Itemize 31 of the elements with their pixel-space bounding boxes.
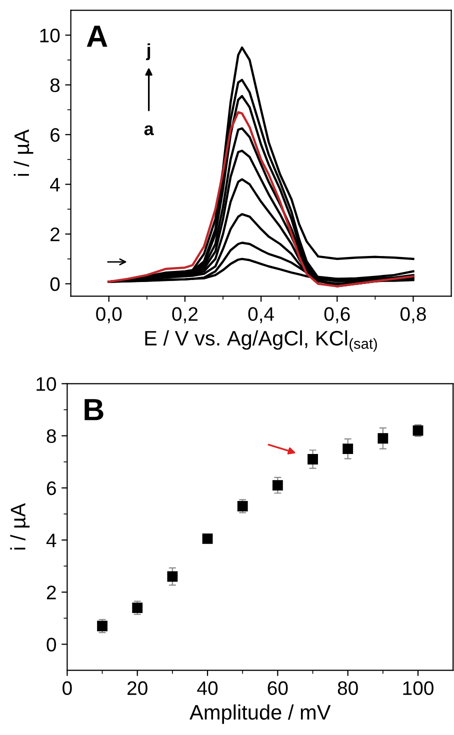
x-tick-label: 40 [197, 681, 218, 696]
y-tick-label: 0 [50, 277, 60, 292]
x-tick-label: 20 [128, 681, 148, 696]
annotation: A [86, 26, 108, 47]
x-tick-label: 0,6 [324, 307, 350, 324]
y-tick-label: 2 [46, 586, 56, 600]
y-tick-label: 6 [46, 481, 56, 496]
annotation: B [84, 399, 104, 420]
y-tick-label: 4 [46, 534, 56, 548]
annotation: a [144, 125, 154, 136]
y-axis-title: i / µA [10, 503, 30, 550]
y-axis-title: i / µA [14, 129, 34, 176]
y-tick-label: 6 [50, 128, 60, 142]
x-tick-label: 0,8 [400, 307, 426, 324]
x-tick-label: 0,2 [172, 307, 198, 324]
x-tick-label: 0,4 [248, 307, 274, 324]
x-axis-title: E / V vs. Ag/AgCl, KCl$_{(sat)}$ [145, 330, 377, 352]
x-tick-label: 80 [338, 681, 358, 696]
x-tick-label: 60 [268, 681, 288, 696]
y-tick-label: 2 [50, 228, 60, 242]
y-tick-label: 10 [40, 28, 60, 42]
annotation: j [146, 43, 150, 60]
x-tick-label: 100 [403, 681, 434, 696]
y-tick-label: 8 [46, 429, 56, 444]
x-axis-title: Amplitude / mV [190, 704, 331, 724]
y-tick-label: 0 [46, 638, 56, 652]
y-tick-label: 10 [36, 377, 56, 391]
y-tick-label: 4 [50, 178, 60, 192]
x-tick-label: 0 [62, 681, 72, 696]
x-tick-label: 0,0 [96, 307, 122, 324]
y-tick-label: 8 [50, 78, 60, 92]
